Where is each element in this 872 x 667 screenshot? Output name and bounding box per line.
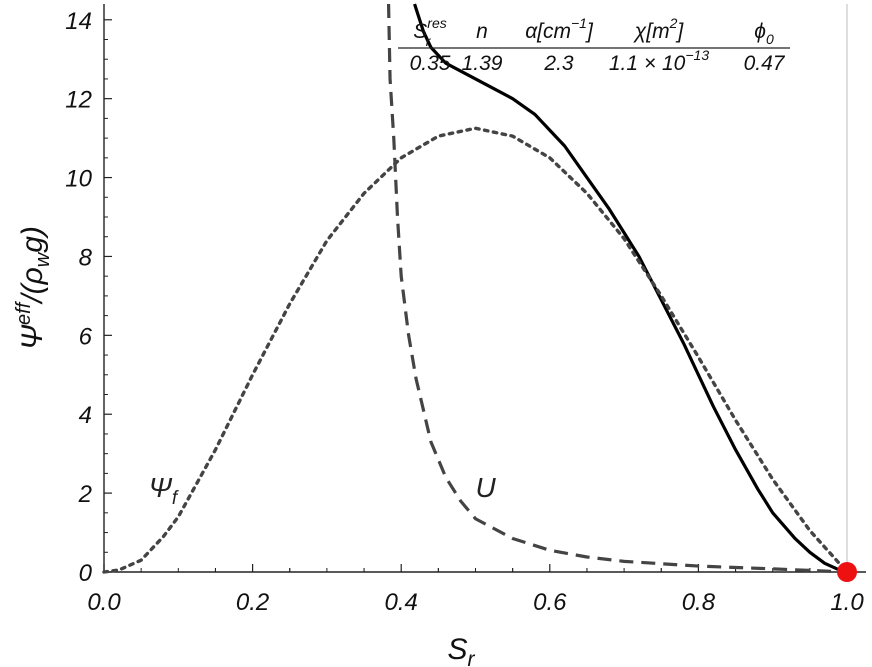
table-header-cell: χ[m2] (633, 15, 685, 43)
table-value-cell: 1.39 (462, 52, 503, 75)
table-header-cell-tail: ] (675, 20, 684, 43)
ticks (103, 19, 848, 573)
annotation-label: U (476, 472, 497, 503)
table-header-cell: α[cm−1] (525, 15, 594, 43)
y-axis-label-rest: /(ρ (16, 267, 49, 305)
annotation-main: Ψ (149, 472, 173, 503)
table-value-cell-main: 2.3 (543, 52, 574, 75)
tick-labels: 0.0 0.2 0.4 0.6 0.8 1.0 0 2 4 6 8 10 12 14 (65, 8, 864, 616)
y-axis-label-end: g) (16, 226, 49, 253)
series-u-line (386, 3, 848, 574)
y-tick-label: 6 (79, 323, 93, 350)
parameter-table: Sres r n α[cm−1] χ[m2] ϕ00.35 1.39 2.3 1.1 × 10−… (398, 15, 790, 75)
table-value-cell-main: 1.39 (462, 52, 503, 75)
x-axis-label-main: S (447, 633, 467, 666)
annotation-layer: Ψf U (149, 472, 497, 509)
table-header-cell: n (476, 20, 488, 43)
y-tick-label: 8 (79, 244, 93, 271)
table-header-cell-main: S (413, 20, 427, 43)
x-axis-label: Sr (447, 633, 475, 667)
series-layer (102, 3, 849, 574)
x-tick-label: 0.4 (385, 589, 418, 616)
table-header-cell-main: α[cm (525, 20, 571, 43)
table-header-cell-sub: 0 (766, 31, 774, 47)
y-tick-label: 12 (65, 87, 92, 114)
annotation-label: Ψf (149, 472, 179, 509)
x-tick-label: 0.2 (236, 589, 269, 616)
table-value-cell: 0.47 (744, 52, 786, 75)
y-tick-label: 10 (65, 166, 92, 193)
table-value-cell-main: 1.1 × 10 (609, 52, 686, 75)
table-header-cell-sup: −1 (571, 15, 587, 31)
marker-layer (837, 562, 857, 582)
table-header-cell: ϕ0 (754, 20, 774, 47)
series-solid-line (413, 3, 848, 574)
table-header-cell: Sres r (413, 15, 446, 49)
x-tick-label: 0.8 (682, 589, 716, 616)
y-axis-label-sup: eff (13, 300, 35, 325)
series-psi-f-line (102, 126, 849, 574)
table-value-cell: 2.3 (543, 52, 574, 75)
x-tick-label: 0.0 (87, 589, 121, 616)
x-axis-label-sub: r (468, 648, 476, 667)
table-value-cell-main: 0.35 (410, 52, 451, 75)
table-value-cell: 1.1 × 10−13 (609, 47, 709, 75)
table-header-cell-sup: 2 (669, 15, 678, 31)
table-value-cell-main: 0.47 (744, 52, 786, 75)
endpoint-marker (837, 562, 857, 582)
y-tick-label: 2 (78, 481, 92, 508)
x-tick-label: 0.6 (533, 589, 567, 616)
table-header-cell-sup: res (427, 15, 446, 31)
table-header-cell-main: ϕ (754, 20, 766, 43)
table-header-cell-main: n (476, 20, 488, 43)
table-value-cell-sup: −13 (685, 47, 709, 63)
table-header-cell-tail: ] (585, 20, 594, 43)
y-axis-label-main: Ψ (16, 324, 49, 350)
y-tick-label: 0 (79, 560, 93, 587)
table-value-cell: 0.35 (410, 52, 451, 75)
table-header-cell-main: χ[m (633, 20, 670, 43)
y-tick-label: 14 (65, 8, 92, 35)
x-tick-label: 1.0 (830, 589, 864, 616)
table-header-cell-sub: r (426, 33, 432, 49)
y-tick-label: 4 (79, 402, 92, 429)
y-axis-label: Ψeff/(ρwg) (13, 226, 54, 350)
y-axis-label-sub: w (32, 251, 54, 267)
annotation-main: U (476, 472, 497, 503)
annotation-sub: f (172, 488, 179, 509)
